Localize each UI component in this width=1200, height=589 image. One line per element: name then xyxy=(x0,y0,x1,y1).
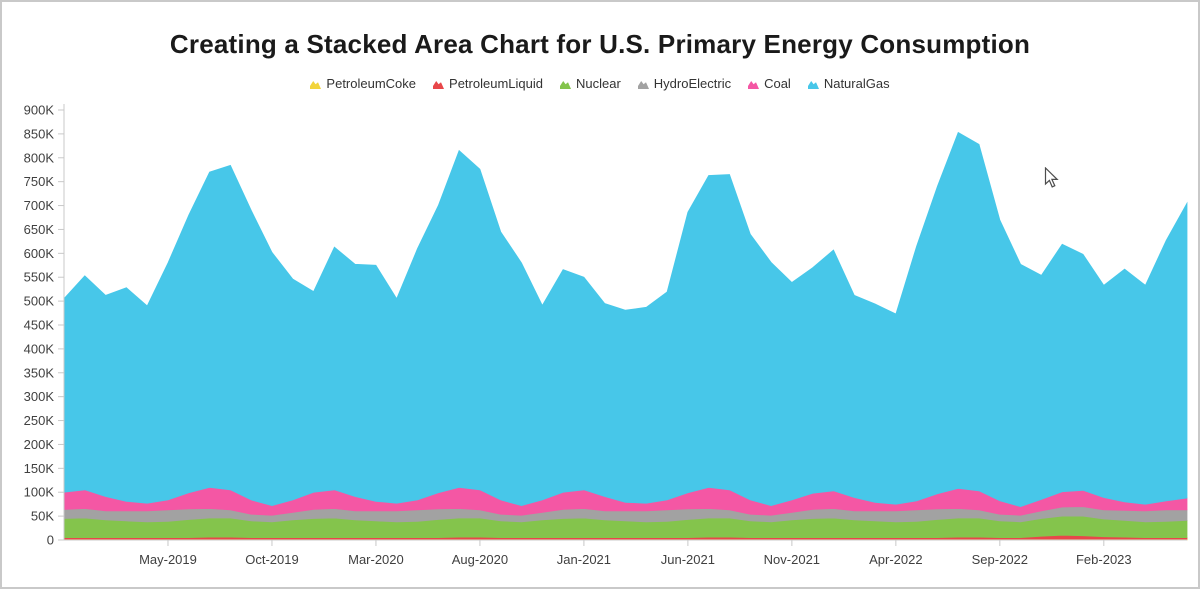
y-axis-tick-label: 500K xyxy=(24,294,55,309)
area-series-NaturalGas[interactable] xyxy=(63,131,1188,508)
y-axis-tick-label: 750K xyxy=(24,174,55,189)
x-axis-tick-label: Oct-2019 xyxy=(245,552,298,567)
y-axis-tick-label: 250K xyxy=(24,413,55,428)
x-axis-tick-label: Jun-2021 xyxy=(661,552,715,567)
legend-label: Nuclear xyxy=(575,76,621,91)
y-axis-tick-label: 850K xyxy=(24,126,55,141)
y-axis-tick-label: 400K xyxy=(24,341,55,356)
y-axis-tick-label: 100K xyxy=(24,485,55,500)
x-axis-tick-label: Nov-2021 xyxy=(764,552,820,567)
x-axis-tick-label: Jan-2021 xyxy=(557,552,611,567)
x-axis-tick-label: Sep-2022 xyxy=(972,552,1028,567)
chart-title: Creating a Stacked Area Chart for U.S. P… xyxy=(169,29,1031,59)
area-mountain-icon xyxy=(433,81,445,89)
y-axis-tick-label: 450K xyxy=(24,318,55,333)
x-axis-tick-label: May-2019 xyxy=(139,552,197,567)
y-axis-tick-label: 900K xyxy=(24,103,55,118)
y-axis-tick-label: 300K xyxy=(24,389,55,404)
legend-label: NaturalGas xyxy=(823,76,890,91)
mouse-cursor xyxy=(1044,167,1059,188)
x-axis-tick-label: Aug-2020 xyxy=(452,552,508,567)
y-axis-tick-label: 800K xyxy=(24,150,55,165)
area-mountain-icon xyxy=(807,81,819,89)
x-axis-tick-label: Feb-2023 xyxy=(1076,552,1132,567)
y-axis-tick-label: 700K xyxy=(24,198,55,213)
y-axis-tick-label: 650K xyxy=(24,222,55,237)
y-axis-tick-label: 600K xyxy=(24,246,55,261)
y-axis-tick-label: 200K xyxy=(24,437,55,452)
area-mountain-icon xyxy=(748,81,760,89)
y-axis-tick-label: 150K xyxy=(24,461,55,476)
legend-label: PetroleumLiquid xyxy=(449,76,543,91)
y-axis-tick-label: 350K xyxy=(24,365,55,380)
legend-label: Coal xyxy=(764,76,791,91)
legend-item-Coal[interactable]: Coal xyxy=(748,76,791,91)
y-axis-tick-label: 0 xyxy=(47,533,54,548)
area-mountain-icon xyxy=(559,81,571,89)
y-axis-tick-label: 550K xyxy=(24,270,55,285)
area-mountain-icon xyxy=(310,81,322,89)
x-axis-tick-label: Mar-2020 xyxy=(348,552,404,567)
legend-item-PetroleumLiquid[interactable]: PetroleumLiquid xyxy=(433,76,543,91)
y-axis-tick-label: 50K xyxy=(31,509,54,524)
legend-label: HydroElectric xyxy=(653,76,732,91)
legend-item-NaturalGas[interactable]: NaturalGas xyxy=(807,76,890,91)
legend-item-PetroleumCoke[interactable]: PetroleumCoke xyxy=(310,76,416,91)
legend: PetroleumCoke PetroleumLiquid Nuclear Hydro… xyxy=(2,76,1198,91)
area-mountain-icon xyxy=(637,81,649,89)
x-axis-tick-label: Apr-2022 xyxy=(869,552,922,567)
legend-item-Nuclear[interactable]: Nuclear xyxy=(559,76,621,91)
legend-label: PetroleumCoke xyxy=(326,76,417,91)
legend-item-HydroElectric[interactable]: HydroElectric xyxy=(637,76,732,91)
